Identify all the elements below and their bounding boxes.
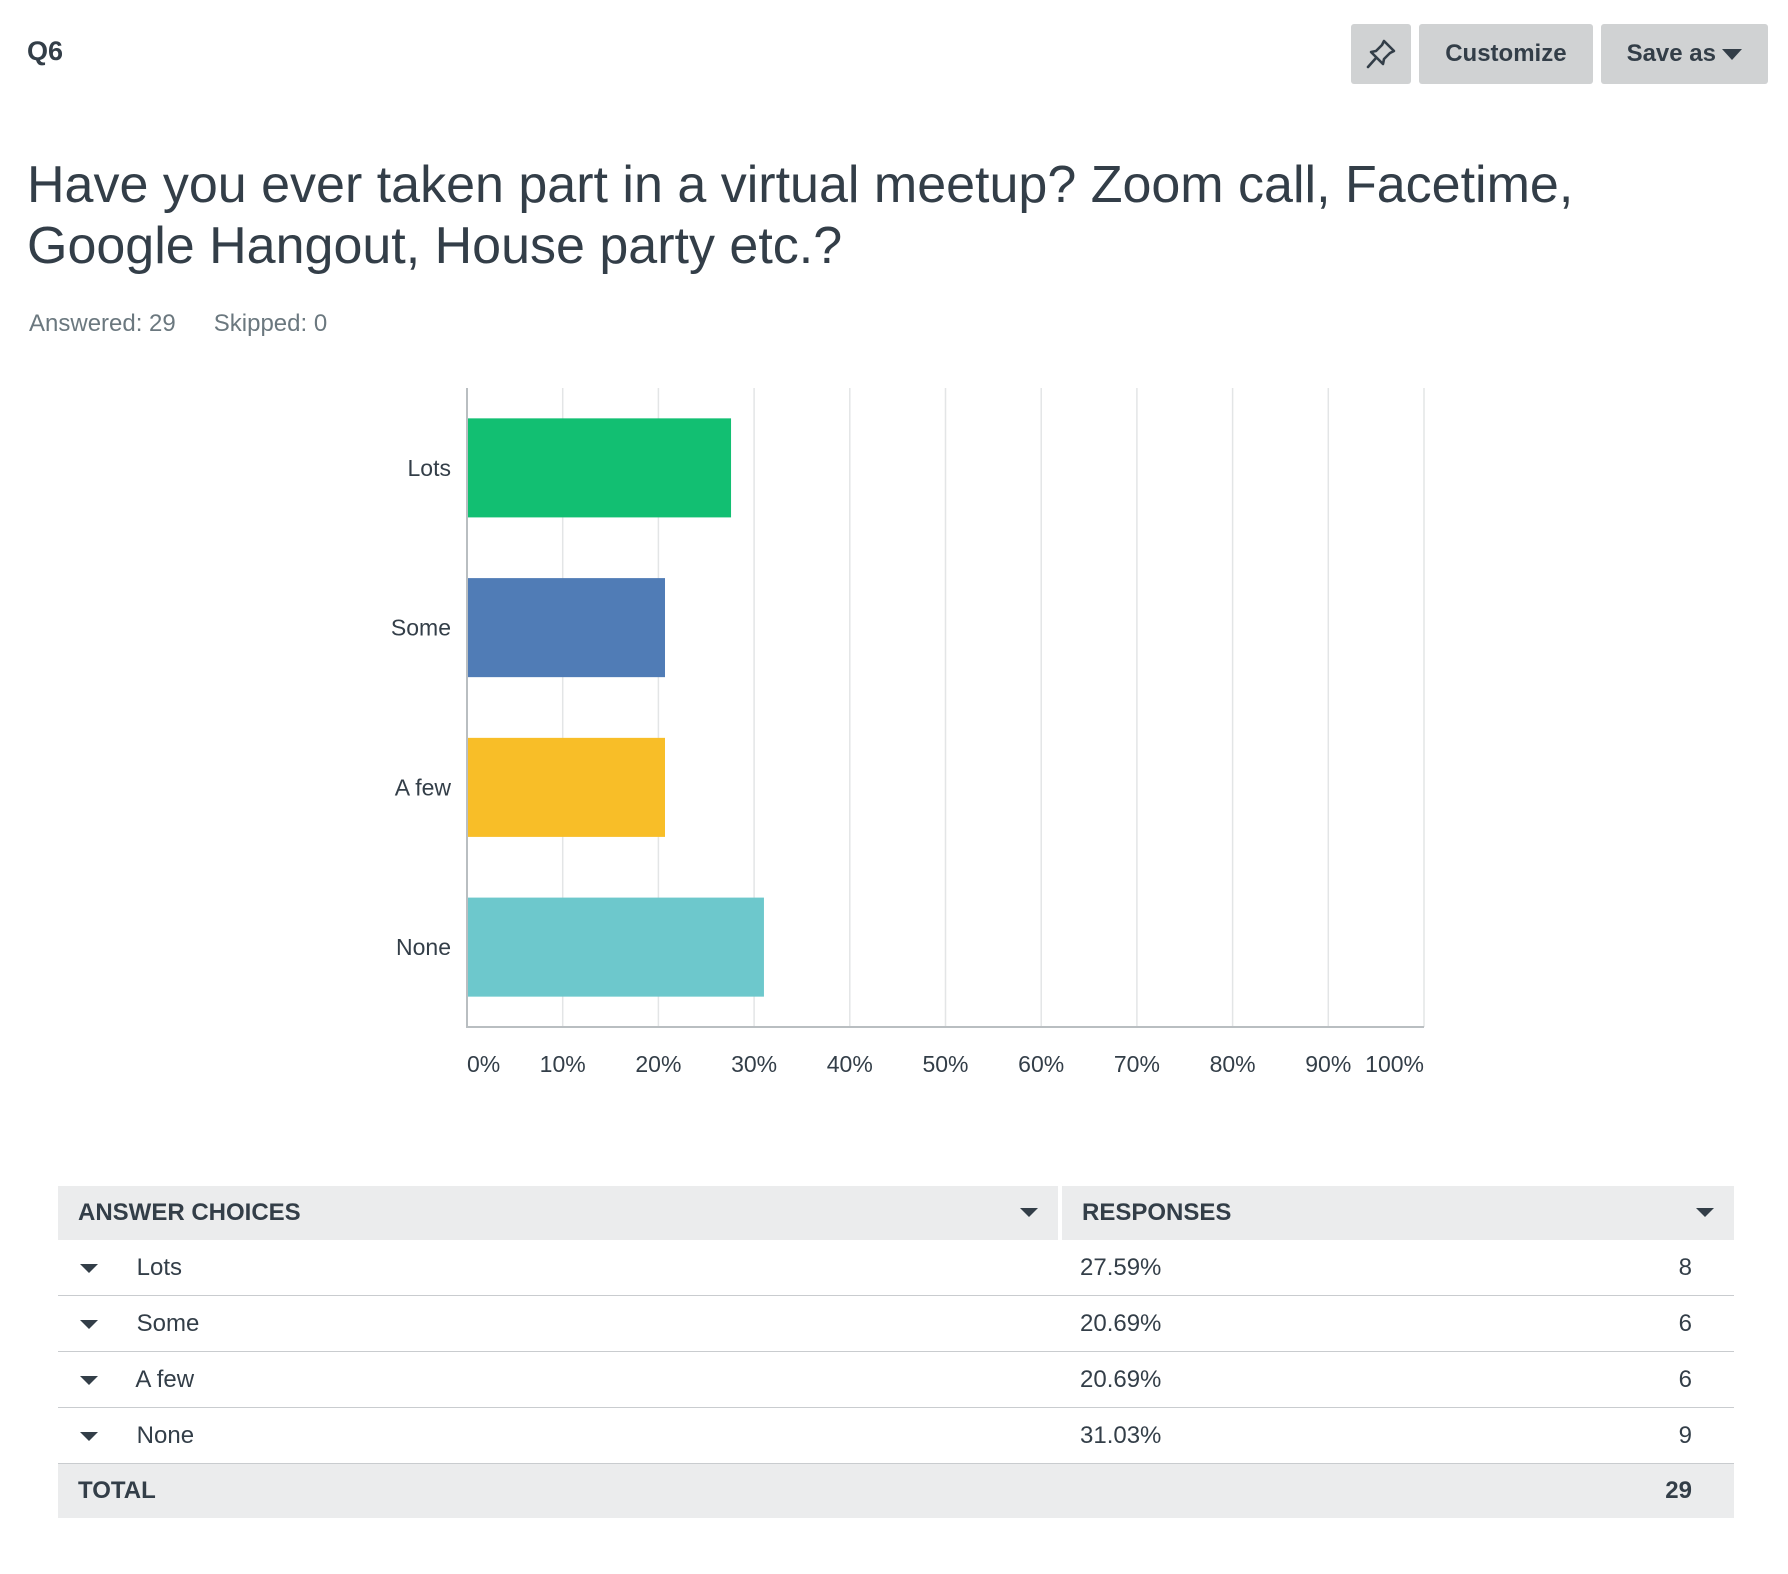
answer-choice-label: Lots: [136, 1253, 183, 1281]
toolbar: Customize Save as: [1351, 24, 1768, 84]
table-row: Some 20.69% 6: [58, 1295, 1734, 1352]
answer-choice-cell: A few: [58, 1351, 1060, 1408]
answer-choice-cell: Lots: [58, 1240, 1060, 1296]
response-count: 6: [1449, 1351, 1734, 1408]
response-count: 6: [1449, 1295, 1734, 1352]
x-tick-label: 80%: [1210, 1051, 1256, 1077]
answer-choices-header-label: ANSWER CHOICES: [78, 1199, 301, 1226]
x-tick-label: 70%: [1114, 1051, 1160, 1077]
expand-caret-icon[interactable]: [80, 1375, 98, 1385]
expand-caret-icon[interactable]: [80, 1319, 98, 1329]
answered-count: Answered: 29: [29, 310, 176, 337]
sort-caret-icon[interactable]: [1020, 1208, 1038, 1217]
expand-caret-icon[interactable]: [80, 1263, 98, 1273]
answer-choice-cell: None: [58, 1407, 1060, 1464]
expand-caret-icon[interactable]: [80, 1431, 98, 1441]
answer-choice-label: None: [136, 1421, 195, 1449]
bar-a-few: [468, 737, 666, 837]
category-label: Lots: [408, 455, 451, 481]
x-tick-label: 30%: [731, 1051, 777, 1077]
response-percent: 20.69%: [1060, 1351, 1450, 1408]
pin-icon: [1366, 39, 1396, 69]
response-stats: Answered: 29 Skipped: 0: [29, 310, 327, 338]
table-row: Lots 27.59% 8: [58, 1240, 1734, 1296]
sort-caret-icon[interactable]: [1696, 1208, 1714, 1217]
customize-button[interactable]: Customize: [1419, 24, 1593, 84]
x-tick-label: 0%: [467, 1051, 500, 1077]
answer-choice-label: Some: [136, 1309, 200, 1337]
skipped-count: Skipped: 0: [213, 310, 328, 337]
total-count: 29: [1449, 1463, 1734, 1518]
response-count: 8: [1449, 1240, 1734, 1296]
response-count: 9: [1449, 1407, 1734, 1464]
pin-button[interactable]: [1351, 24, 1412, 84]
bar-chart: Lots Some A few None 0% 10% 20% 30% 40% 50% 60% 70%…: [391, 388, 1425, 1077]
total-spacer: [1060, 1463, 1450, 1518]
x-tick-label: 90%: [1305, 1051, 1351, 1077]
chevron-down-icon: [1722, 48, 1742, 60]
x-tick-label: 100%: [1365, 1051, 1424, 1077]
responses-header[interactable]: RESPONSES: [1060, 1186, 1734, 1240]
bar-lots: [468, 418, 732, 518]
x-tick-label: 40%: [827, 1051, 873, 1077]
x-tick-label: 60%: [1018, 1051, 1064, 1077]
question-title: Have you ever taken part in a virtual me…: [27, 156, 1574, 275]
question-number: Q6: [27, 36, 64, 66]
answer-choice-cell: Some: [58, 1295, 1060, 1352]
response-percent: 31.03%: [1060, 1407, 1450, 1464]
total-row: TOTAL 29: [58, 1463, 1734, 1518]
bar-some: [468, 578, 666, 678]
response-percent: 27.59%: [1060, 1240, 1450, 1296]
x-tick-label: 50%: [922, 1051, 968, 1077]
category-label: None: [396, 934, 451, 960]
category-label: Some: [391, 615, 451, 641]
answer-choice-label: A few: [135, 1365, 195, 1393]
responses-table: ANSWER CHOICES RESPONSES Lots 27.59% 8 S…: [58, 1186, 1734, 1518]
total-label: TOTAL: [58, 1463, 1060, 1518]
answer-choices-header[interactable]: ANSWER CHOICES: [58, 1186, 1062, 1240]
table-row: None 31.03% 9: [58, 1407, 1734, 1464]
category-label: A few: [395, 774, 452, 800]
bar-none: [468, 897, 764, 997]
x-tick-label: 10%: [540, 1051, 586, 1077]
table-row: A few 20.69% 6: [58, 1351, 1734, 1408]
x-tick-label: 20%: [635, 1051, 681, 1077]
response-percent: 20.69%: [1060, 1295, 1450, 1352]
save-as-button[interactable]: Save as: [1600, 24, 1768, 84]
table-header-row: ANSWER CHOICES RESPONSES: [58, 1186, 1734, 1240]
save-as-label: Save as: [1626, 40, 1716, 67]
responses-header-label: RESPONSES: [1082, 1199, 1232, 1226]
